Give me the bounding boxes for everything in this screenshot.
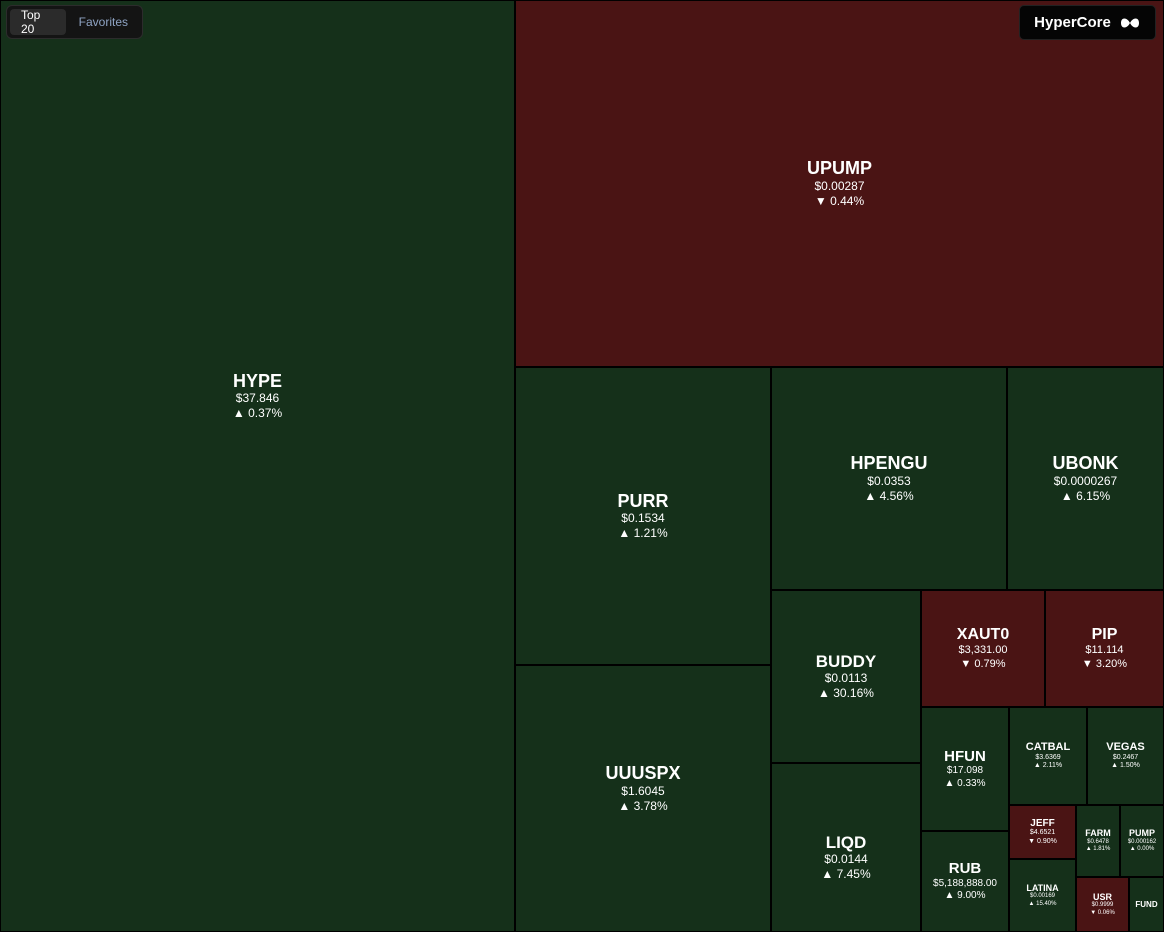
tile-change: ▲ 30.16% xyxy=(818,686,874,701)
tile-change: ▲ 0.00% xyxy=(1129,846,1155,853)
tile-symbol: PIP xyxy=(1091,625,1118,643)
tile-change: ▲ 9.00% xyxy=(944,890,986,902)
tile-symbol: HYPE xyxy=(232,370,283,391)
tile-price: $0.0144 xyxy=(824,852,868,867)
tile-change: ▼ 0.79% xyxy=(960,657,1006,670)
tile-change: ▲ 7.45% xyxy=(821,867,871,882)
tile[interactable]: UPUMP $0.00287 ▼ 0.44% xyxy=(515,0,1164,367)
tile-change: ▲ 1.81% xyxy=(1085,846,1111,853)
tile[interactable]: JEFF $4.6521 ▼ 0.90% xyxy=(1009,805,1076,859)
tile-change: ▲ 0.33% xyxy=(944,777,986,789)
tile-price: $3,331.00 xyxy=(958,643,1008,656)
tile[interactable]: HPENGU $0.0353 ▲ 4.56% xyxy=(771,367,1007,590)
tile-symbol: FARM xyxy=(1085,828,1111,839)
tile-price: $4.6521 xyxy=(1029,829,1056,836)
tile[interactable]: CATBAL $3.6369 ▲ 2.11% xyxy=(1009,707,1087,805)
tile[interactable]: LATINA $0.00169 ▲ 15.40% xyxy=(1009,859,1076,932)
tile[interactable]: RUB $5,188,888.00 ▲ 9.00% xyxy=(921,831,1009,932)
tile-change: ▲ 2.11% xyxy=(1033,762,1063,770)
tile-price: $0.00169 xyxy=(1029,893,1056,900)
tile-change: ▲ 1.21% xyxy=(618,526,668,541)
tile-change: ▲ 1.50% xyxy=(1111,762,1140,770)
tile-price: $0.0353 xyxy=(867,473,911,488)
tile-change: ▲ 4.56% xyxy=(864,488,914,503)
tile-change: ▼ 0.90% xyxy=(1028,837,1057,845)
tab[interactable]: Favorites xyxy=(78,15,128,29)
tile-symbol: XAUT0 xyxy=(956,625,1010,643)
tile[interactable]: BUDDY $0.0113 ▲ 30.16% xyxy=(771,590,921,763)
tile[interactable]: HFUN $17.098 ▲ 0.33% xyxy=(921,707,1009,831)
tile[interactable]: USR $0.9999 ▼ 0.06% xyxy=(1076,877,1129,932)
brand-badge: HyperCore xyxy=(1019,5,1156,40)
tile-symbol: BUDDY xyxy=(815,651,877,671)
tile-price: $0.0000267 xyxy=(1053,473,1118,488)
tile-symbol: RUB xyxy=(948,860,982,878)
tile[interactable]: FUND xyxy=(1129,877,1164,932)
tile[interactable]: PURR $0.1534 ▲ 1.21% xyxy=(515,367,771,665)
brand-logo xyxy=(1120,18,1139,27)
tile[interactable]: LIQD $0.0144 ▲ 7.45% xyxy=(771,763,921,932)
tile-change: ▲ 15.40% xyxy=(1028,900,1057,907)
tile-symbol: HFUN xyxy=(944,747,986,765)
tile-symbol: UBONK xyxy=(1052,453,1119,474)
tile[interactable]: UUUSPX $1.6045 ▲ 3.78% xyxy=(515,665,771,932)
tile[interactable]: FARM $0.6478 ▲ 1.81% xyxy=(1076,805,1120,877)
tile[interactable]: UBONK $0.0000267 ▲ 6.15% xyxy=(1007,367,1164,590)
tile-symbol: LATINA xyxy=(1026,882,1059,893)
tile-price: $0.00287 xyxy=(814,178,865,193)
tile-symbol: JEFF xyxy=(1030,817,1055,829)
tile-change: ▼ 0.06% xyxy=(1090,909,1115,916)
tile-price: $0.6478 xyxy=(1087,838,1109,845)
tile-symbol: UUUSPX xyxy=(605,763,681,784)
tile-price: $5,188,888.00 xyxy=(933,877,997,889)
tile-change: ▲ 3.78% xyxy=(618,798,668,813)
tab-bar: Top 20 Favorites xyxy=(6,5,143,39)
tile-price: $17.098 xyxy=(946,765,984,777)
tile-price: $1.6045 xyxy=(621,783,665,798)
tile-price: $0.9999 xyxy=(1091,902,1114,909)
tile-price: $3.6369 xyxy=(1035,753,1061,761)
tile-price: $37.846 xyxy=(235,391,280,406)
tile-price: $0.000162 xyxy=(1127,838,1157,845)
tile[interactable]: VEGAS $0.2467 ▲ 1.50% xyxy=(1087,707,1164,805)
tile-change: ▼ 0.44% xyxy=(814,193,865,208)
tile-change: ▼ 3.20% xyxy=(1081,657,1128,670)
tile-price: $0.2467 xyxy=(1112,753,1139,761)
tab[interactable]: Top 20 xyxy=(10,8,66,36)
tile[interactable]: HYPE $37.846 ▲ 0.37% xyxy=(0,0,515,932)
tile-symbol: HPENGU xyxy=(850,453,928,474)
tile-change: ▲ 0.37% xyxy=(232,406,283,421)
tile[interactable]: PIP $11.114 ▼ 3.20% xyxy=(1045,590,1164,707)
tile[interactable]: XAUT0 $3,331.00 ▼ 0.79% xyxy=(921,590,1045,707)
tile-symbol: PURR xyxy=(617,490,669,511)
tile-change: ▲ 6.15% xyxy=(1060,488,1111,503)
tile[interactable]: PUMP $0.000162 ▲ 0.00% xyxy=(1120,805,1164,877)
tile-symbol: UPUMP xyxy=(806,158,872,179)
tile-symbol: USR xyxy=(1092,891,1112,902)
tile-price: $0.1534 xyxy=(621,511,665,526)
tile-symbol: FUND xyxy=(1135,899,1158,909)
tile-symbol: PUMP xyxy=(1128,828,1155,839)
tile-price: $11.114 xyxy=(1085,643,1124,656)
tile-symbol: LIQD xyxy=(825,832,867,852)
tile-symbol: CATBAL xyxy=(1025,740,1071,753)
tile-symbol: VEGAS xyxy=(1106,740,1145,753)
brand-name: HyperCore xyxy=(1034,14,1111,31)
tile-price: $0.0113 xyxy=(824,671,868,686)
